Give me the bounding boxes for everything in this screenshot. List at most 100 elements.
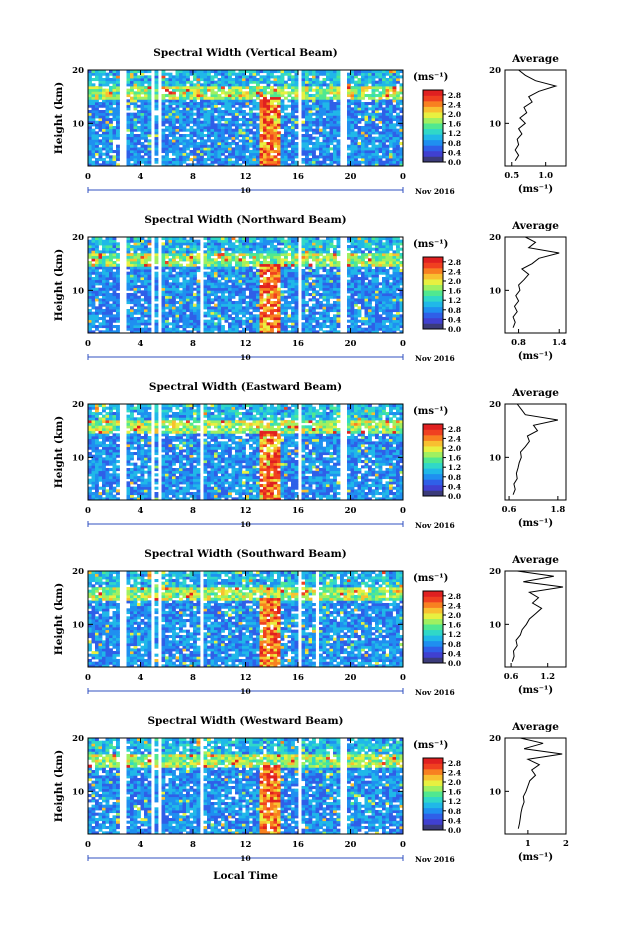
heatmap-cell xyxy=(106,245,110,248)
heatmap-cell xyxy=(225,277,229,280)
heatmap-cell xyxy=(204,282,208,285)
heatmap-cell xyxy=(211,280,215,283)
heatmap-cell xyxy=(246,306,250,309)
heatmap-cell xyxy=(379,137,383,140)
heatmap-cell xyxy=(305,314,309,317)
avg-x-tick-label: 0.5 xyxy=(504,171,519,181)
heatmap-cell xyxy=(148,285,152,288)
colorbar-tick-label: 1.6 xyxy=(448,120,461,129)
heatmap-cell xyxy=(365,161,369,164)
heatmap-cell xyxy=(361,161,365,164)
heatmap-cell xyxy=(218,314,222,317)
heatmap-cell xyxy=(361,274,365,277)
heatmap-cell xyxy=(354,107,358,110)
heatmap-cell xyxy=(312,290,316,293)
heatmap-cell xyxy=(92,107,96,110)
heatmap-cell xyxy=(330,110,334,113)
heatmap-cell xyxy=(393,123,397,126)
heatmap-cell xyxy=(337,123,341,126)
heatmap-cell xyxy=(267,266,271,269)
heatmap-cell xyxy=(176,274,180,277)
heatmap-cell xyxy=(200,155,204,158)
heatmap-cell xyxy=(389,158,393,161)
heatmap-cell xyxy=(130,83,134,86)
heatmap-cell xyxy=(281,142,285,145)
heatmap-cell xyxy=(228,91,232,94)
heatmap-cell xyxy=(162,155,166,158)
heatmap-cell xyxy=(393,158,397,161)
heatmap-cell xyxy=(389,86,393,89)
heatmap-cell xyxy=(389,78,393,81)
heatmap-cell xyxy=(309,139,313,142)
heatmap-cell xyxy=(382,150,386,153)
heatmap-cell xyxy=(260,312,264,315)
heatmap-cell xyxy=(309,322,313,325)
heatmap-cell xyxy=(354,89,358,92)
heatmap-cell xyxy=(218,256,222,259)
heatmap-cell xyxy=(179,264,183,267)
heatmap-cell xyxy=(144,123,148,126)
heatmap-cell xyxy=(137,129,141,132)
heatmap-cell xyxy=(228,145,232,148)
heatmap-cell xyxy=(113,264,117,267)
heatmap-cell xyxy=(263,91,267,94)
heatmap-cell xyxy=(197,328,201,331)
heatmap-cell xyxy=(354,301,358,304)
heatmap-cell xyxy=(172,245,176,248)
heatmap-cell xyxy=(242,153,246,156)
heatmap-cell xyxy=(130,288,134,291)
heatmap-cell xyxy=(242,155,246,158)
heatmap-cell xyxy=(326,97,330,100)
heatmap-cell xyxy=(148,155,152,158)
heatmap-cell xyxy=(130,325,134,328)
heatmap-cell xyxy=(207,261,211,264)
heatmap-cell xyxy=(130,274,134,277)
heatmap-cell xyxy=(148,153,152,156)
heatmap-cell xyxy=(333,102,337,105)
heatmap-cell xyxy=(186,158,190,161)
heatmap-cell xyxy=(172,242,176,245)
heatmap-cell xyxy=(165,288,169,291)
heatmap-cell xyxy=(141,113,145,116)
heatmap-cell xyxy=(351,269,355,272)
heatmap-cell xyxy=(326,277,330,280)
heatmap-cell xyxy=(382,155,386,158)
heatmap-cell xyxy=(99,304,103,307)
heatmap-cell xyxy=(319,312,323,315)
heatmap-cell xyxy=(232,304,236,307)
heatmap-cell xyxy=(354,245,358,248)
heatmap-cell xyxy=(218,142,222,145)
heatmap-cell xyxy=(291,107,295,110)
heatmap-cell xyxy=(305,129,309,132)
heatmap-cell xyxy=(172,325,176,328)
heatmap-cell xyxy=(361,153,365,156)
heatmap-cell xyxy=(109,274,113,277)
heatmap-cell xyxy=(92,73,96,76)
heatmap-cell xyxy=(113,150,117,153)
heatmap-cell xyxy=(347,256,351,259)
heatmap-cell xyxy=(396,73,400,76)
heatmap-cell xyxy=(228,290,232,293)
heatmap-cell xyxy=(256,102,260,105)
heatmap-cell xyxy=(337,73,341,76)
heatmap-cell xyxy=(102,288,106,291)
heatmap-cell xyxy=(333,75,337,78)
heatmap-cell xyxy=(225,107,229,110)
heatmap-cell xyxy=(337,304,341,307)
heatmap-cell xyxy=(365,113,369,116)
heatmap-cell xyxy=(263,269,267,272)
heatmap-cell xyxy=(288,139,292,142)
heatmap-cell xyxy=(249,129,253,132)
heatmap-cell xyxy=(295,301,299,304)
heatmap-cell xyxy=(270,115,274,118)
heatmap-cell xyxy=(358,155,362,158)
heatmap-cell xyxy=(232,86,236,89)
heatmap-cell xyxy=(225,81,229,84)
heatmap-cell xyxy=(207,78,211,81)
heatmap-cell xyxy=(288,158,292,161)
heatmap-cell xyxy=(347,314,351,317)
heatmap-cell xyxy=(323,94,327,97)
heatmap-cell xyxy=(309,328,313,331)
heatmap-cell xyxy=(102,248,106,251)
heatmap-cell xyxy=(130,137,134,140)
